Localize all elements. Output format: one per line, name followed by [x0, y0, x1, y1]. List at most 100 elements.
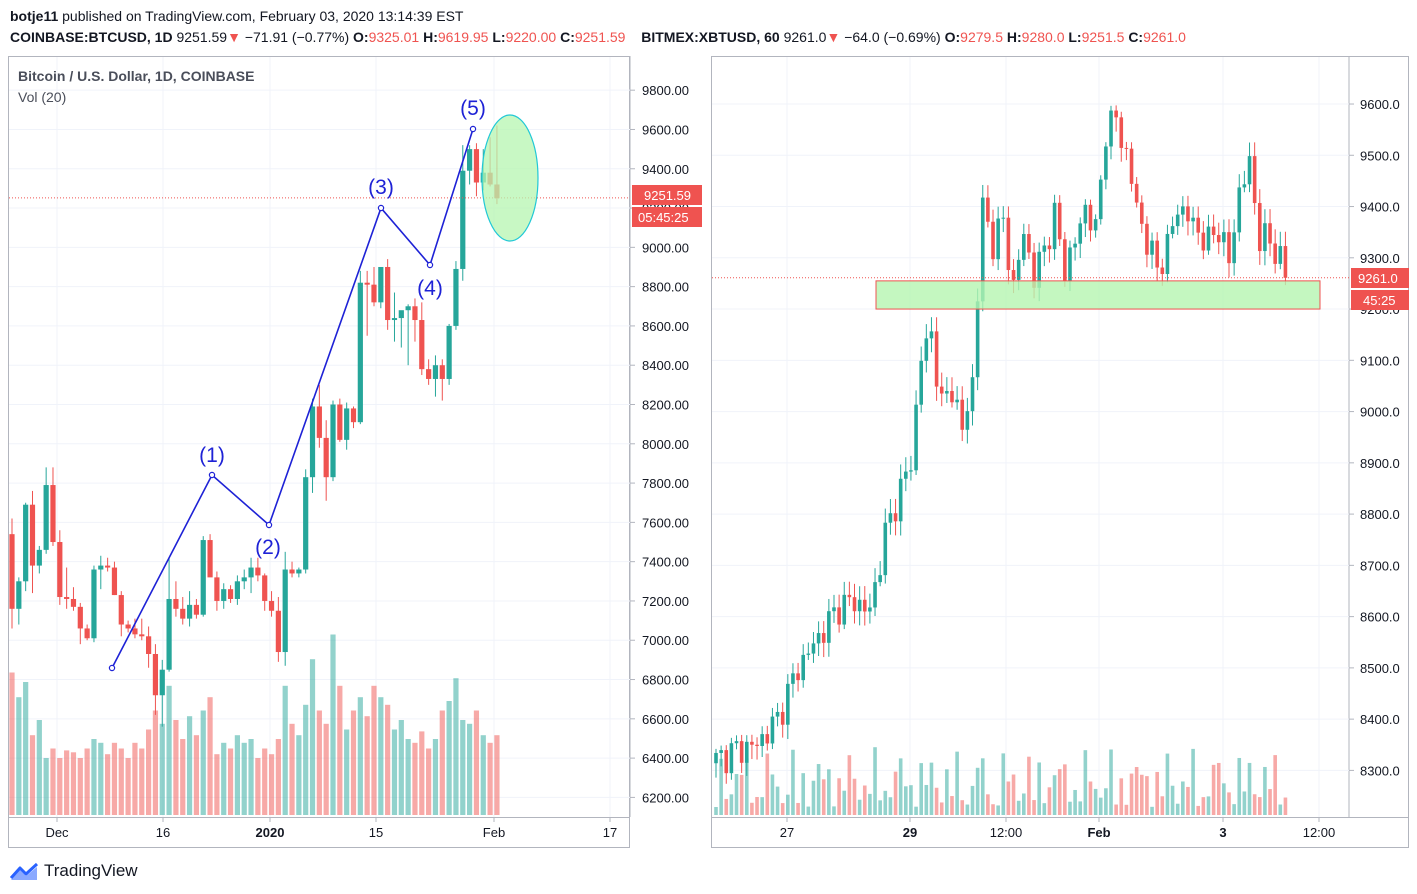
support-zone-box[interactable]	[875, 280, 1321, 310]
elliott-wave-line[interactable]	[111, 128, 474, 669]
right-volume-bar	[1139, 774, 1144, 815]
right-volume-bar	[821, 779, 826, 815]
left-high-value: 9619.95	[437, 29, 489, 45]
right-candle-body	[816, 633, 821, 644]
right-candle-body	[1119, 117, 1124, 148]
right-volume-bar	[1165, 753, 1170, 815]
wave-labels: (1) (2) (3) (4) (5)	[199, 97, 486, 559]
left-y-tick-label: 9800.00	[642, 83, 689, 98]
right-candle-body	[1006, 217, 1011, 271]
right-volume-bar	[909, 785, 913, 815]
left-open-label: O:	[353, 29, 369, 45]
left-price-axis[interactable]: 9800.009600.009400.009200.009000.008800.…	[630, 83, 689, 805]
left-candle-body	[214, 577, 220, 601]
right-volume-bar	[719, 758, 723, 815]
left-time-axis[interactable]: Dec 16 2020 15 Feb 17	[45, 817, 617, 840]
left-y-tick-label: 7000.00	[642, 633, 689, 648]
left-low-label: L:	[492, 29, 506, 45]
left-candle-body	[16, 581, 22, 609]
left-x-tick-label: 16	[156, 825, 170, 840]
left-volume-bar	[446, 701, 452, 815]
left-candle-body	[118, 595, 124, 625]
left-y-tick-label: 8200.00	[642, 398, 689, 413]
right-volume-bar	[1186, 786, 1190, 815]
left-x-tick-label: 2020	[256, 825, 285, 840]
right-volume-bar	[765, 753, 770, 815]
right-volume-bar	[744, 758, 749, 815]
right-candle-body	[1129, 148, 1134, 184]
right-candle-body	[991, 221, 995, 260]
right-price-tag: 9261.0 45:25	[1351, 268, 1409, 310]
right-x-tick-label: 12:00	[1303, 825, 1336, 840]
left-candle-body	[111, 567, 118, 596]
left-candle-body	[350, 408, 357, 423]
header: botje11 published on TradingView.com, Fe…	[10, 6, 1410, 48]
left-volume-bar	[439, 710, 445, 815]
right-y-tick-label: 9000.0	[1360, 405, 1400, 420]
right-volume-bar	[1273, 755, 1277, 815]
left-candle-body	[426, 369, 432, 379]
author-name[interactable]: botje11	[10, 8, 59, 24]
left-candle-body	[166, 598, 172, 670]
left-volume-bar	[43, 758, 49, 815]
right-candle-body	[1016, 259, 1021, 280]
right-volume-bar	[775, 786, 780, 815]
right-volume-bar	[739, 774, 744, 815]
right-time-axis[interactable]: 27 29 12:00 Feb 3 12:00	[780, 817, 1336, 840]
right-y-tick-label: 8900.0	[1360, 456, 1400, 471]
left-candle-body	[173, 598, 179, 609]
right-volume-bar	[1252, 794, 1257, 815]
right-candle-body	[1222, 232, 1226, 243]
right-volume-bar	[760, 797, 764, 815]
left-symbol[interactable]: COINBASE:BTCUSD, 1D	[10, 29, 173, 45]
right-symbol[interactable]: BITMEX:XBTUSD, 60	[641, 29, 780, 45]
left-y-tick-label: 6400.00	[642, 751, 689, 766]
right-volume-bar	[1232, 804, 1236, 815]
right-volume-bar	[1283, 797, 1288, 815]
quote-line: COINBASE:BTCUSD, 1D 9251.59▼ −71.91 (−0.…	[10, 26, 1410, 48]
left-y-tick-label: 9400.00	[642, 162, 689, 177]
tradingview-logo-icon[interactable]	[10, 861, 40, 881]
right-chart-panel[interactable]: 9600.09500.09400.09300.09200.09100.09000…	[711, 56, 1409, 848]
right-volume-bar	[1263, 766, 1267, 815]
right-candle-body	[1283, 246, 1288, 278]
right-open-label: O:	[944, 29, 961, 45]
right-candle-body	[914, 404, 918, 471]
left-price-tag: 9251.59 05:45:25	[632, 185, 702, 227]
right-candle-body	[955, 399, 959, 403]
target-ellipse[interactable]	[481, 114, 539, 242]
right-price-axis[interactable]: 9600.09500.09400.09300.09200.09100.09000…	[1349, 97, 1400, 778]
right-volume-bar	[1227, 792, 1231, 815]
right-volume-bar	[955, 751, 959, 815]
left-volume-bar	[385, 704, 391, 815]
brand-name[interactable]: TradingView	[44, 861, 138, 880]
left-volume-bar	[9, 672, 15, 815]
wave-pivot-point	[426, 261, 434, 269]
left-candle-body	[337, 404, 343, 440]
right-close-value: 9261.0	[1143, 29, 1186, 45]
left-chart-panel[interactable]: (1) (2) (3) (4) (5) 9800.00 9600.00 9400.0…	[8, 56, 702, 848]
right-volume-bar	[1073, 789, 1077, 815]
right-y-tick-label: 8400.0	[1360, 712, 1400, 727]
left-candle-body	[364, 282, 370, 285]
right-candle-body	[919, 360, 923, 405]
left-candle-body	[152, 653, 159, 696]
left-volume-bar	[398, 720, 404, 815]
left-chart-title: Bitcoin / U.S. Dollar, 1D, COINBASE	[18, 68, 254, 84]
right-volume-bar	[914, 806, 918, 815]
wave-pivot-point	[469, 125, 477, 133]
left-candle-body	[77, 606, 83, 629]
right-high-label: H:	[1006, 29, 1022, 45]
right-candle-body	[719, 750, 723, 753]
left-volume-bar	[357, 697, 363, 815]
right-candle-body	[1104, 146, 1108, 180]
right-volume-bar	[1032, 800, 1036, 815]
left-candle-body	[23, 504, 29, 582]
right-volume-bar	[888, 797, 893, 815]
right-volume-bar	[811, 780, 816, 815]
right-candle-body	[755, 744, 759, 746]
right-volume-bar	[898, 758, 903, 815]
right-x-tick-label: Feb	[1087, 825, 1110, 840]
left-volume-bar	[309, 659, 316, 815]
right-candle-body	[996, 218, 1000, 260]
